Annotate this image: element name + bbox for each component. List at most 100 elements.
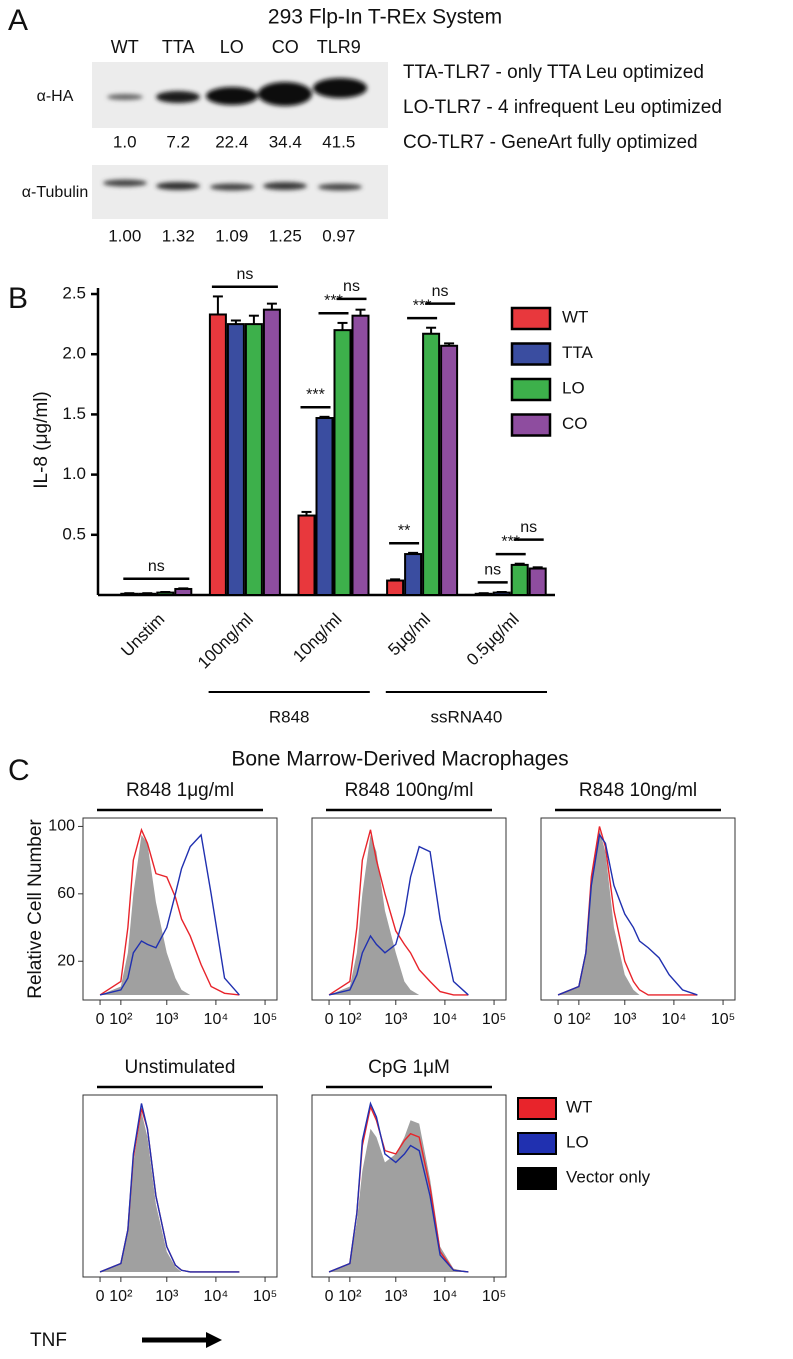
histogram-area	[558, 829, 698, 995]
blot-title: 293 Flp-In T-REx System	[268, 6, 502, 29]
band-quantity: 22.4	[215, 132, 248, 151]
histogram-area	[329, 1120, 469, 1272]
histogram-line	[328, 1101, 469, 1273]
plot-frame	[82, 1094, 278, 1278]
plot-frame	[311, 817, 507, 1001]
x-tick-label: 10⁴	[433, 1288, 458, 1305]
x-tick-label: 0	[96, 1011, 105, 1028]
band-quantity: 1.0	[113, 132, 137, 151]
x-tick-label: 0	[325, 1011, 334, 1028]
panel-chart-title: CpG 1μM	[368, 1057, 450, 1078]
histogram-line	[557, 833, 698, 996]
x-tick-label: Unstim	[117, 610, 168, 661]
lane-label: TLR9	[317, 37, 361, 57]
blot-note: CO-TLR7 - GeneArt fully optimized	[403, 132, 698, 153]
band-quantity: 7.2	[166, 132, 190, 151]
blot-bands	[107, 78, 367, 106]
bar	[440, 344, 459, 596]
blot-membrane	[92, 165, 388, 219]
band-quantity: 1.32	[162, 226, 195, 245]
y-tick-label: 2.5	[62, 284, 86, 303]
bar	[208, 313, 227, 596]
plot-frame	[311, 1094, 507, 1278]
band	[156, 182, 200, 190]
band	[318, 183, 362, 191]
histogram-area	[329, 834, 469, 995]
histogram-area	[100, 834, 240, 995]
band	[263, 182, 307, 190]
significance-label: ns	[432, 283, 449, 300]
x-tick-label: 10³	[155, 1288, 179, 1305]
blot-ha	[92, 62, 388, 128]
blot-note: TTA-TLR7 - only TTA Leu optimized	[403, 62, 704, 83]
legend-label: LO	[562, 378, 585, 397]
bar	[528, 567, 547, 597]
y-axis-label: IL-8 (μg/ml)	[31, 391, 52, 489]
x-tick-label: 10⁴	[433, 1011, 458, 1028]
x-tick-label: 5μg/ml	[384, 610, 434, 660]
group-label: R848	[269, 707, 310, 726]
lane-label: LO	[220, 37, 244, 57]
x-tick-label: 10²	[109, 1011, 133, 1028]
legend-swatch	[517, 1132, 557, 1155]
bar	[510, 563, 529, 597]
band	[210, 183, 254, 191]
bar	[315, 417, 334, 596]
blot-row-label: α-HA	[37, 88, 74, 105]
y-tick-label: 60	[57, 885, 75, 902]
x-tick-label: 10³	[384, 1011, 408, 1028]
histogram-line	[99, 833, 240, 996]
x-axis-label: TNF	[30, 1330, 67, 1351]
bar	[351, 314, 370, 596]
plot-frame	[82, 817, 278, 1001]
x-tick-label: 0	[325, 1288, 334, 1305]
bar	[262, 308, 281, 596]
blot-bands	[103, 179, 362, 191]
histogram-line	[328, 829, 469, 996]
blot-row-label: α-Tubulin	[22, 184, 88, 201]
band	[206, 87, 258, 105]
x-tick-label: 10³	[384, 1288, 408, 1305]
x-tick-label: 10⁵	[253, 1011, 277, 1028]
significance-label: ns	[148, 558, 165, 575]
significance-label: ***	[501, 533, 520, 550]
bar	[386, 579, 405, 596]
histogram-area	[100, 1111, 240, 1272]
panel-chart-title: R848 1μg/ml	[126, 780, 234, 801]
group-label: ssRNA40	[430, 707, 502, 726]
panel-label: A	[8, 4, 28, 37]
legend-label: WT	[562, 307, 588, 326]
arrow-head	[206, 1332, 222, 1348]
x-tick-label: 10⁴	[662, 1011, 687, 1028]
y-tick-label: 1.5	[62, 404, 86, 423]
x-tick-label: 10²	[567, 1011, 591, 1028]
band-quantity: 34.4	[269, 132, 302, 151]
legend-label: LO	[566, 1132, 589, 1151]
y-tick-label: 100	[48, 818, 75, 835]
x-tick-label: 10³	[613, 1011, 637, 1028]
legend-label: TTA	[562, 343, 594, 362]
legend-swatch	[517, 1097, 557, 1120]
plot-frame	[540, 817, 736, 1001]
panel-label: B	[8, 282, 28, 315]
band-quantity: 1.25	[269, 226, 302, 245]
significance-label: ns	[343, 278, 360, 295]
blot-note: LO-TLR7 - 4 infrequent Leu optimized	[403, 97, 722, 118]
x-tick-label: 10⁵	[482, 1011, 506, 1028]
panel-label: C	[8, 754, 30, 787]
bar	[333, 329, 352, 596]
histogram-line	[328, 845, 469, 996]
band-quantity: 1.09	[215, 226, 248, 245]
y-tick-label: 2.0	[62, 344, 86, 363]
panel-chart-title: R848 10ng/ml	[579, 780, 697, 801]
y-axis-label: Relative Cell Number	[25, 819, 46, 999]
legend-swatch	[510, 342, 552, 366]
histogram-line	[99, 1108, 240, 1273]
x-tick-label: 10⁵	[253, 1288, 277, 1305]
band-quantity: 41.5	[322, 132, 355, 151]
band	[103, 179, 147, 187]
x-tick-label: 10²	[338, 1288, 362, 1305]
panel-chart-title: Unstimulated	[125, 1057, 236, 1078]
lane-label: TTA	[162, 37, 195, 57]
band-quantity: 0.97	[322, 226, 355, 245]
